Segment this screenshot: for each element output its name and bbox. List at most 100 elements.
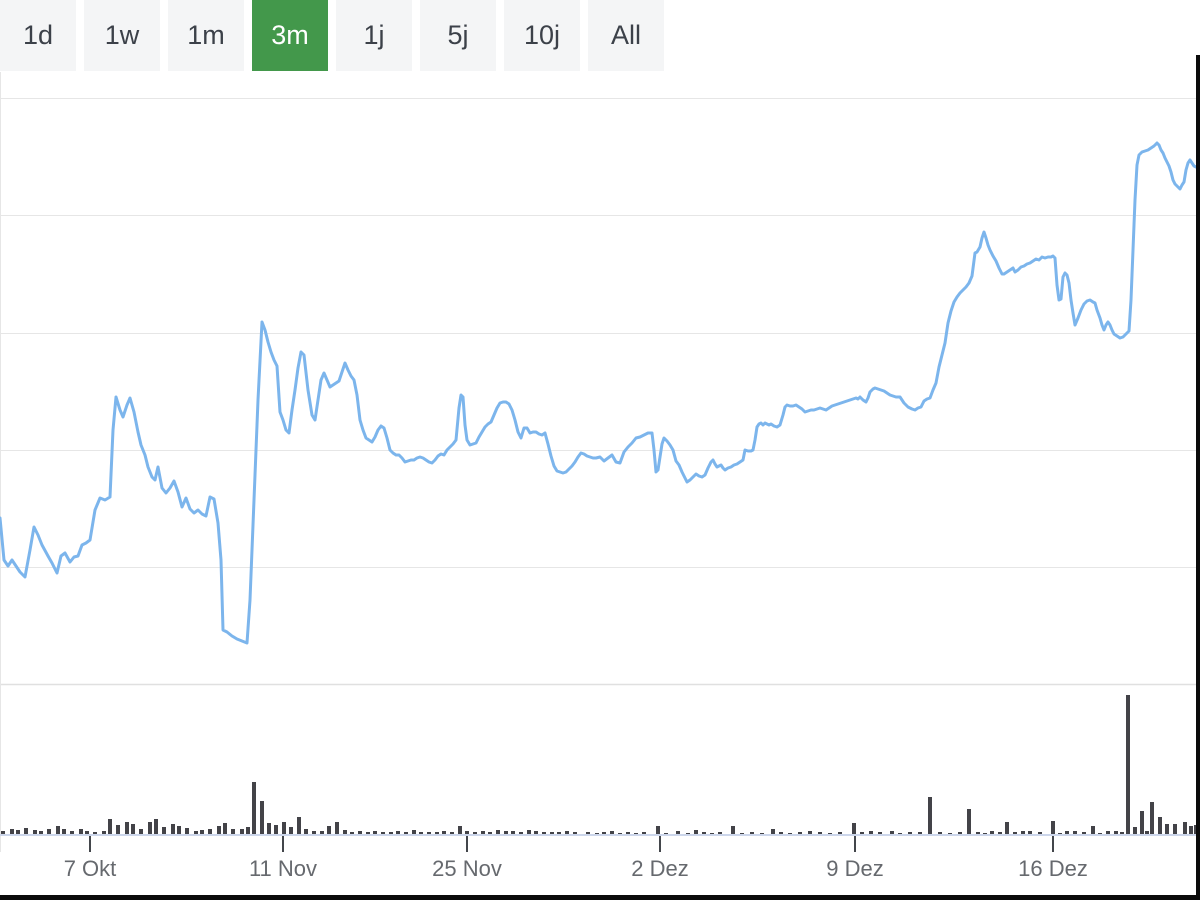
volume-bar: [435, 832, 439, 835]
volume-bar: [139, 829, 143, 835]
volume-bar: [573, 832, 577, 835]
range-button-1m[interactable]: 1m: [168, 0, 244, 71]
volume-bar: [304, 829, 308, 835]
volume-bar: [1091, 826, 1095, 835]
volume-bar: [998, 832, 1002, 835]
volume-bar: [381, 832, 385, 835]
volume-bar: [1158, 817, 1162, 835]
volume-bar: [412, 830, 416, 835]
x-axis-label: 7 Okt: [64, 856, 117, 881]
volume-bar: [731, 826, 735, 835]
volume-bar: [252, 782, 256, 835]
volume-bar: [171, 824, 175, 835]
volume-bar: [750, 832, 754, 835]
volume-bar: [358, 831, 362, 835]
volume-bar: [131, 824, 135, 835]
volume-bar: [1051, 821, 1055, 835]
volume-bar: [1073, 831, 1077, 835]
volume-bar: [389, 832, 393, 835]
volume-bar: [70, 831, 74, 835]
volume-bar: [320, 831, 324, 835]
volume-bar: [39, 831, 43, 835]
volume-bar: [1028, 831, 1032, 835]
volume-bar: [1, 831, 5, 835]
volume-bar: [808, 831, 812, 835]
volume-bar: [289, 827, 293, 835]
volume-bar: [148, 822, 152, 835]
volume-bar: [565, 831, 569, 835]
range-button-10j[interactable]: 10j: [504, 0, 580, 71]
volume-bar: [990, 831, 994, 835]
volume-bar: [33, 830, 37, 835]
volume-bar: [504, 831, 508, 835]
volume-bar: [282, 822, 286, 835]
volume-bar: [335, 822, 339, 835]
volume-bar: [154, 819, 158, 835]
volume-bar: [231, 829, 235, 835]
volume-bar: [125, 822, 129, 835]
volume-bar: [56, 826, 60, 835]
volume-bar: [967, 809, 971, 835]
volume-bar: [1150, 802, 1154, 835]
range-button-1w[interactable]: 1w: [84, 0, 160, 71]
volume-bar: [327, 826, 331, 835]
volume-bar: [404, 832, 408, 835]
x-axis-label: 9 Dez: [826, 856, 883, 881]
volume-bar: [185, 828, 189, 835]
volume-bar: [297, 817, 301, 835]
volume-bar: [676, 831, 680, 835]
volume-bar: [194, 831, 198, 835]
volume-bar: [527, 830, 531, 835]
volume-bar: [1140, 811, 1144, 835]
bottom-border: [0, 895, 1200, 900]
volume-bar: [557, 832, 561, 835]
volume-bar: [260, 801, 264, 835]
volume-bar: [928, 797, 932, 835]
range-button-3m[interactable]: 3m: [252, 0, 328, 71]
volume-bar: [626, 832, 630, 835]
range-button-1j[interactable]: 1j: [336, 0, 412, 71]
range-button-5j[interactable]: 5j: [420, 0, 496, 71]
volume-bar: [918, 832, 922, 835]
volume-bar: [718, 832, 722, 835]
volume-bar: [62, 829, 66, 835]
volume-bar: [481, 831, 485, 835]
volume-bar: [217, 826, 221, 835]
x-axis-label: 2 Dez: [631, 856, 688, 881]
volume-bar: [779, 832, 783, 835]
volume-bar: [442, 831, 446, 835]
volume-bar: [602, 832, 606, 835]
volume-bar: [1126, 695, 1130, 835]
volume-bar: [1106, 831, 1110, 835]
volume-bar: [694, 830, 698, 835]
volume-bar: [1133, 827, 1137, 835]
volume-bar: [93, 832, 97, 835]
volume-bar: [1005, 822, 1009, 835]
volume-bar: [419, 832, 423, 835]
volume-bar: [1183, 822, 1187, 835]
range-button-all[interactable]: All: [588, 0, 664, 71]
range-button-1d[interactable]: 1d: [0, 0, 76, 71]
volume-bar: [878, 832, 882, 835]
volume-bar: [116, 825, 120, 835]
volume-bar: [610, 831, 614, 835]
volume-bar: [1145, 831, 1149, 835]
volume-bar: [108, 819, 112, 835]
volume-bar: [1165, 824, 1169, 835]
volume-bar: [47, 829, 51, 835]
time-range-toolbar: 1d 1w 1m 3m 1j 5j 10j All: [0, 0, 664, 71]
volume-bar: [534, 831, 538, 835]
volume-bar: [85, 831, 89, 835]
x-axis-label: 11 Nov: [249, 856, 317, 881]
volume-bar: [24, 828, 28, 835]
volume-bar: [200, 830, 204, 835]
volume-bar: [343, 830, 347, 835]
volume-bar: [267, 823, 271, 835]
volume-bar: [488, 832, 492, 835]
volume-bar: [1038, 832, 1042, 835]
volume-bar: [1173, 824, 1177, 835]
volume-bar: [1114, 831, 1118, 835]
volume-bar: [496, 830, 500, 835]
volume-bar: [246, 827, 250, 835]
